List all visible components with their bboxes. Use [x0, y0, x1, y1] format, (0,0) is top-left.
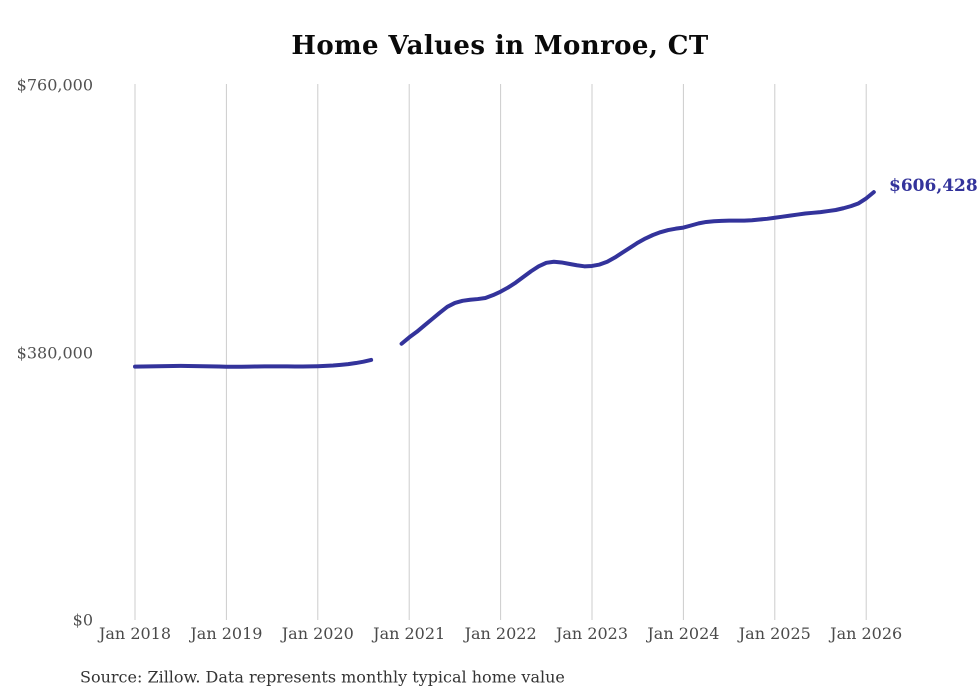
- source-note: Source: Zillow. Data represents monthly …: [80, 667, 565, 687]
- home-value-line: [133, 190, 876, 369]
- x-axis-tick-label: Jan 2022: [464, 624, 537, 643]
- x-axis-tick-label: Jan 2025: [738, 624, 811, 643]
- x-axis-tick-label: Jan 2026: [830, 624, 903, 643]
- x-axis-tick-label: Jan 2021: [373, 624, 446, 643]
- latest-value-label: $606,428: [889, 176, 978, 196]
- x-axis-tick-label: Jan 2019: [190, 624, 263, 643]
- x-axis-tick-label: Jan 2020: [281, 624, 354, 643]
- x-axis-tick-label: Jan 2018: [98, 624, 172, 643]
- x-axis-tick-label: Jan 2023: [555, 624, 629, 643]
- y-axis-tick-label: $380,000: [16, 343, 93, 362]
- y-axis-tick-label: $760,000: [16, 75, 93, 95]
- y-axis-tick-label: $0: [72, 610, 93, 630]
- chart-title: Home Values in Monroe, CT: [291, 31, 709, 61]
- x-axis-tick-label: Jan 2024: [647, 624, 720, 643]
